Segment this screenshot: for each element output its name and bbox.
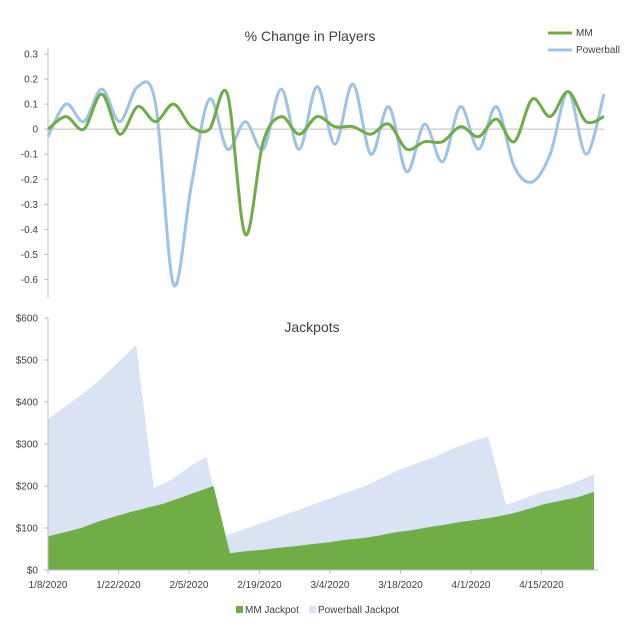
jackpots-y-tick-label: $0 bbox=[27, 566, 39, 577]
players-chart-title: % Change in Players bbox=[245, 28, 376, 44]
players-y-tick-label: -0.1 bbox=[21, 150, 39, 161]
jackpots-x-tick-label: 2/19/2020 bbox=[237, 580, 282, 591]
legend-label-mm: MM bbox=[576, 28, 593, 39]
jackpots-y-tick-label: $300 bbox=[16, 440, 39, 451]
players-y-tick-label: -0.6 bbox=[21, 275, 39, 286]
players-chart-legend: MM Powerball bbox=[548, 28, 620, 56]
players-y-tick-label: 0.1 bbox=[24, 100, 38, 111]
powerball-change-line bbox=[46, 80, 606, 288]
players-y-tick-label: -0.3 bbox=[21, 200, 39, 211]
players-change-chart: % Change in Players 0.3 0.2 0.1 0 -0.1 -0.2 -0… bbox=[21, 28, 606, 298]
players-y-tick-label: 0 bbox=[32, 125, 38, 136]
jackpots-x-tick-label: 2/5/2020 bbox=[170, 580, 209, 591]
jackpots-chart: Jackpots $600 $500 $400 $300 $200 $100 $0 1/8/2… bbox=[16, 314, 598, 591]
legend-label-powerball-jackpot: Powerball Jackpot bbox=[318, 605, 399, 616]
legend-swatch-powerball-jackpot bbox=[309, 606, 316, 613]
jackpots-x-tick-label: 3/18/2020 bbox=[378, 580, 423, 591]
jackpots-chart-title: Jackpots bbox=[284, 319, 339, 335]
jackpots-chart-legend: MM Jackpot Powerball Jackpot bbox=[236, 605, 399, 616]
jackpots-y-tick-label: $100 bbox=[16, 524, 39, 535]
mm-change-line bbox=[47, 88, 605, 236]
legend-label-powerball: Powerball bbox=[576, 45, 620, 56]
legend-swatch-mm-jackpot bbox=[236, 606, 243, 613]
jackpots-x-tick-label: 4/15/2020 bbox=[519, 580, 564, 591]
players-y-tick-label: -0.4 bbox=[21, 225, 39, 236]
players-y-tick-label: 0.3 bbox=[24, 50, 38, 61]
jackpots-y-tick-label: $200 bbox=[16, 482, 39, 493]
jackpots-x-tick-label: 3/4/2020 bbox=[311, 580, 350, 591]
jackpots-x-tick-label: 1/22/2020 bbox=[96, 580, 141, 591]
legend-label-mm-jackpot: MM Jackpot bbox=[245, 605, 299, 616]
players-y-tick-label: -0.5 bbox=[21, 250, 39, 261]
jackpots-x-tick-label: 4/1/2020 bbox=[452, 580, 491, 591]
jackpots-y-tick-label: $400 bbox=[16, 398, 39, 409]
jackpots-y-tick-label: $600 bbox=[16, 314, 39, 325]
jackpots-x-tick-label: 1/8/2020 bbox=[29, 580, 68, 591]
mm-jackpot-area bbox=[48, 486, 594, 570]
jackpots-y-tick-label: $500 bbox=[16, 356, 39, 367]
players-y-tick-label: 0.2 bbox=[24, 75, 38, 86]
players-y-tick-label: -0.2 bbox=[21, 175, 39, 186]
